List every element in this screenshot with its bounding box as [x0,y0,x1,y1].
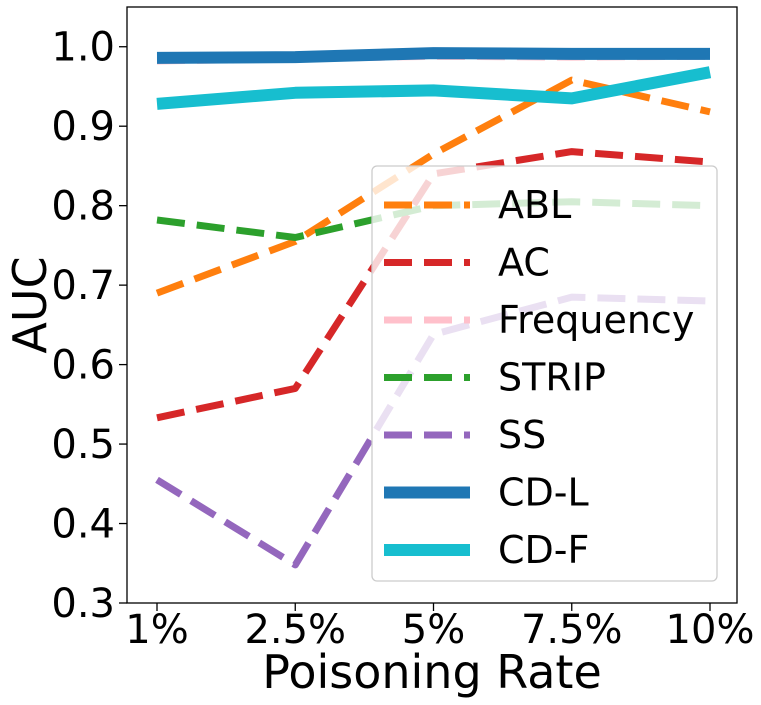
series-line-ac [156,148,711,422]
legend-label-ss: SS [498,413,546,457]
y-tick-label: 1.0 [51,25,115,71]
y-tick-label: 0.7 [51,263,115,309]
legend: ABL AC Frequency STRIP SS CD-L CD-F [371,165,718,582]
y-tick-label: 0.3 [51,581,115,627]
series-line-cd-f [156,66,712,110]
legend-label-ac: AC [498,241,550,285]
y-tick-label: 0.5 [51,422,115,468]
x-axis: 1% 2.5% 5% 7.5% 10% [125,603,754,653]
x-axis-title: Poisoning Rate [262,645,602,699]
y-tick-label: 0.9 [51,104,115,150]
y-axis-title: AUC [3,256,57,353]
y-axis: 0.3 0.4 0.5 0.6 0.7 0.8 0.9 1.0 [51,25,127,627]
plot-frame [126,6,738,604]
y-tick-label: 0.8 [51,184,115,230]
legend-label-cd-l: CD-L [498,471,589,515]
legend-label-abl: ABL [498,183,571,227]
x-tick-label: 7.5% [521,607,623,653]
legend-label-cd-f: CD-F [498,528,589,572]
x-tick-label: 10% [666,607,755,653]
y-tick-label: 0.4 [51,502,115,548]
legend-label-strip: STRIP [498,356,606,400]
series-line-abl [155,76,711,297]
x-tick-label: 2.5% [244,607,346,653]
series-line-cd-l [156,47,710,64]
y-tick-label: 0.6 [51,343,115,389]
legend-box [371,165,718,582]
x-tick-label: 5% [402,607,465,653]
legend-label-frequency: Frequency [498,298,694,342]
x-tick-label: 1% [125,607,188,653]
